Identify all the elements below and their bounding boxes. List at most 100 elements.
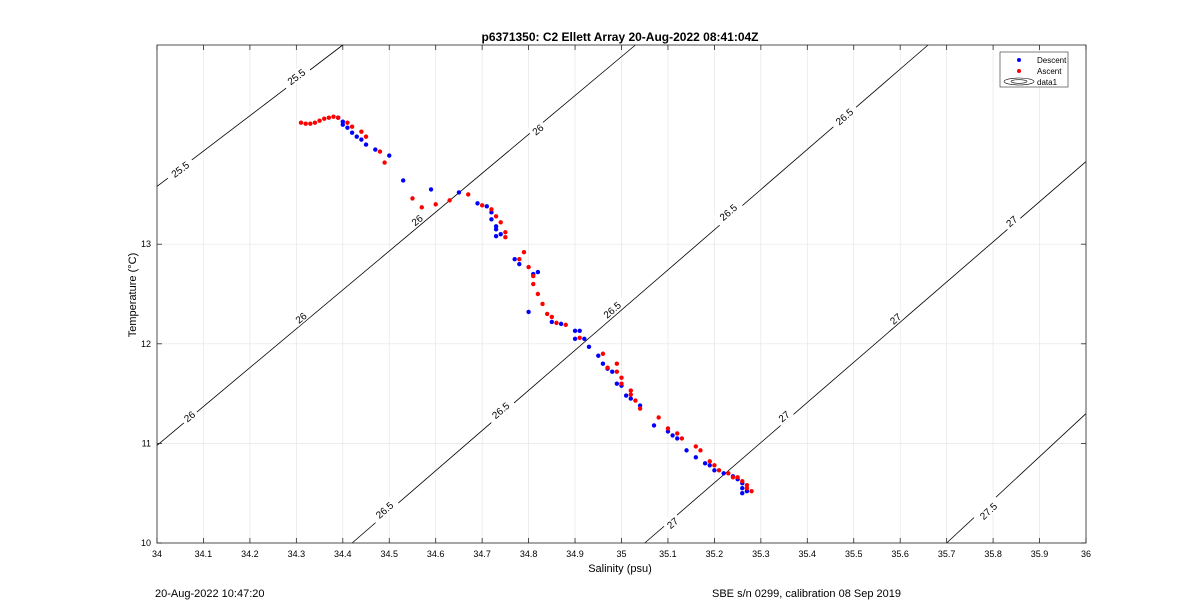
ascent-point xyxy=(419,205,424,210)
descent-point xyxy=(359,137,364,142)
ascent-point xyxy=(531,273,536,279)
ascent-point xyxy=(503,230,508,235)
descent-point xyxy=(675,436,680,441)
descent-point xyxy=(610,369,615,374)
contour-label-bg xyxy=(178,405,200,426)
ascent-point xyxy=(466,192,471,197)
descent-point xyxy=(428,187,434,192)
ascent-point xyxy=(447,198,452,203)
descent-point xyxy=(354,134,359,139)
descent-point xyxy=(740,486,745,491)
ascent-point xyxy=(363,134,369,139)
descent-point xyxy=(707,463,712,468)
x-tick-label: 34.8 xyxy=(520,549,538,559)
ascent-point xyxy=(489,207,494,212)
legend-ascent-marker xyxy=(1017,69,1021,73)
ascent-point xyxy=(312,120,318,125)
contour-label-bg xyxy=(773,405,794,426)
ascent-point xyxy=(335,115,341,120)
x-tick-label: 34 xyxy=(152,549,162,559)
contour-label-bg xyxy=(164,154,196,183)
descent-point xyxy=(517,261,522,267)
contour-label-bg xyxy=(368,495,400,524)
ascent-point xyxy=(526,264,531,270)
grid xyxy=(156,45,1087,544)
ascent-point xyxy=(665,426,671,431)
y-tick-label: 10 xyxy=(141,538,151,548)
descent-point xyxy=(596,353,601,358)
descent-point xyxy=(526,309,531,315)
descent-point xyxy=(628,396,633,401)
descent-point xyxy=(387,153,392,158)
ascent-point xyxy=(377,149,383,154)
ascent-point xyxy=(726,471,731,476)
x-tick-label: 35.4 xyxy=(799,549,817,559)
ascent-point xyxy=(298,120,304,125)
descent-point xyxy=(702,461,708,466)
legend-descent-marker xyxy=(1017,58,1021,62)
ascent-point xyxy=(322,116,327,121)
ascent-point xyxy=(331,114,336,119)
x-axis-label: Salinity (psu) xyxy=(588,563,652,575)
contour-label-bg xyxy=(596,294,627,324)
descent-point xyxy=(475,201,480,206)
legend-contour-icon-inner xyxy=(1010,79,1028,84)
descent-point xyxy=(349,130,355,135)
ascent-point xyxy=(349,124,355,129)
x-tick-label: 34.7 xyxy=(473,549,491,559)
ascent-point xyxy=(600,351,606,356)
ascent-point xyxy=(345,120,350,125)
y-tick-label: 13 xyxy=(141,239,151,249)
x-tick-label: 36 xyxy=(1081,549,1091,559)
ascent-point xyxy=(619,375,624,380)
ascent-point xyxy=(540,301,545,307)
descent-point xyxy=(651,423,657,428)
descent-point xyxy=(712,468,717,473)
x-tick-label: 34.3 xyxy=(288,549,306,559)
density-contours xyxy=(156,44,1087,544)
ascent-point xyxy=(479,203,485,208)
contour-line xyxy=(351,44,929,544)
ascent-point xyxy=(308,121,313,126)
y-tick-label: 11 xyxy=(142,438,151,448)
ascent-point xyxy=(503,235,508,240)
x-tick-label: 34.5 xyxy=(380,549,398,559)
descent-point xyxy=(586,344,592,349)
ascent-point xyxy=(619,381,624,386)
ascent-point xyxy=(735,475,740,480)
ascent-point xyxy=(326,115,332,120)
ascent-point xyxy=(698,448,703,453)
ascent-point xyxy=(535,291,541,297)
contour-label-bg xyxy=(972,495,1003,526)
ascent-point xyxy=(303,121,308,126)
descent-point xyxy=(498,232,503,237)
descent-point xyxy=(693,455,699,460)
descent-point xyxy=(489,217,494,222)
ascent-point xyxy=(614,361,620,366)
ascent-point xyxy=(544,311,550,317)
ascent-point xyxy=(675,431,680,436)
descent-point xyxy=(572,336,578,342)
ascent-point xyxy=(633,398,638,403)
x-tick-label: 35.5 xyxy=(845,549,863,559)
descent-point xyxy=(614,381,620,386)
x-tick-label: 35 xyxy=(616,549,626,559)
footer-calibration: SBE s/n 0299, calibration 08 Sep 2019 xyxy=(712,588,901,600)
contour-line xyxy=(156,44,636,446)
descent-point xyxy=(623,393,629,398)
ascent-point xyxy=(712,463,717,468)
legend-contour-icon xyxy=(1003,77,1035,86)
descent-point xyxy=(484,204,489,209)
x-tick-label: 34.6 xyxy=(427,549,445,559)
x-tick-label: 35.6 xyxy=(891,549,909,559)
ascent-point xyxy=(531,281,536,287)
descent-point xyxy=(512,256,517,262)
descent-point xyxy=(493,234,499,239)
descent-point xyxy=(493,227,499,232)
ascent-point xyxy=(577,335,582,341)
x-tick-label: 34.9 xyxy=(566,549,584,559)
descent-point xyxy=(340,122,345,127)
descent-point xyxy=(456,190,462,195)
ascent-point xyxy=(521,249,527,255)
x-tick-label: 34.2 xyxy=(241,549,259,559)
